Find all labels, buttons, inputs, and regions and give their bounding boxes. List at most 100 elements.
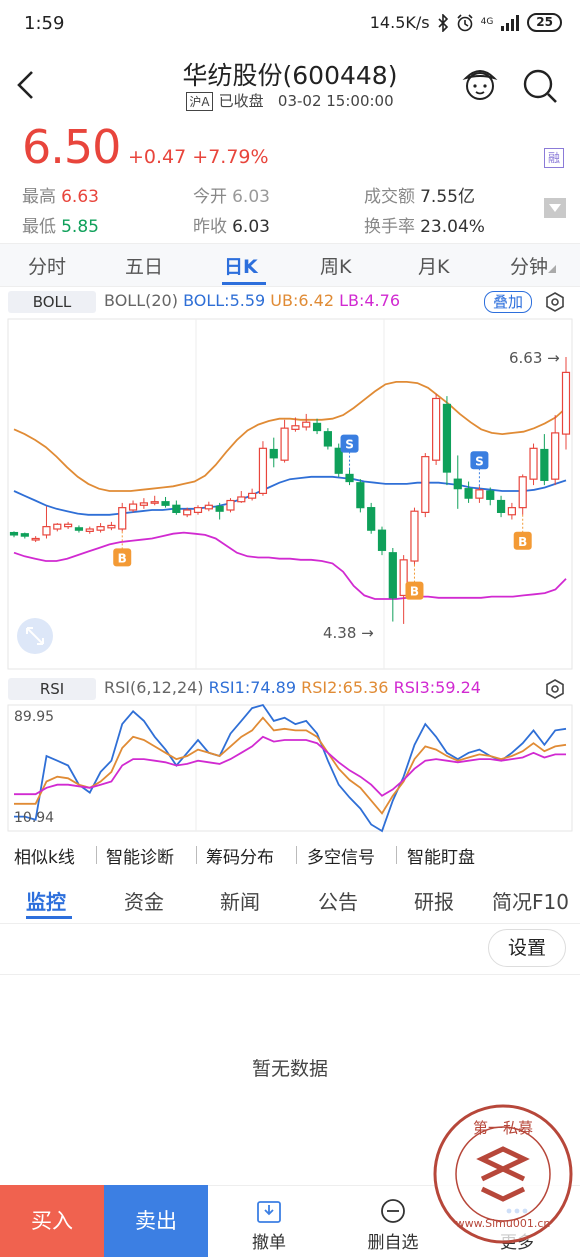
signal-badge <box>470 451 489 470</box>
divider <box>296 846 297 864</box>
similar-kline-link[interactable]: 相似k线 <box>14 848 75 868</box>
tab-intraday[interactable]: 分时 <box>28 256 67 278</box>
stat-turnover-rate: 换手率 23.04% <box>364 217 485 237</box>
signal-label: B <box>410 585 419 599</box>
signal-badge <box>340 434 359 453</box>
long-short-signal-link[interactable]: 多空信号 <box>307 848 375 868</box>
candle-body <box>226 499 235 511</box>
boll-ub-value: UB:6.42 <box>270 291 334 310</box>
signal-label: S <box>475 454 484 468</box>
battery-icon: 25 <box>527 13 562 32</box>
candle-body <box>193 507 203 513</box>
chip-distribution-link[interactable]: 筹码分布 <box>206 848 274 868</box>
rsi-params: RSI(6,12,24) <box>104 678 204 697</box>
candle-body <box>204 504 213 510</box>
back-button[interactable] <box>10 68 44 102</box>
network-type: 4G <box>480 17 494 27</box>
fullscreen-arrows-icon <box>26 627 44 645</box>
candle-body <box>388 552 397 599</box>
market-tag: 沪A <box>186 92 213 111</box>
candle-body <box>172 504 181 513</box>
candle-body <box>551 432 560 480</box>
rsi1-value: RSI1:74.89 <box>208 678 297 697</box>
tab-daily-k[interactable]: 日K <box>224 256 258 278</box>
candle-body <box>107 524 116 529</box>
sell-button[interactable]: 卖出 <box>104 1185 208 1257</box>
boll-line-ub <box>13 381 567 492</box>
candle-body <box>139 502 148 506</box>
rsi2-value: RSI2:65.36 <box>301 678 389 697</box>
active-info-tab-underline <box>26 916 72 919</box>
divider <box>196 846 197 864</box>
stock-title: 华纺股份(600448) <box>182 61 398 90</box>
tab-monthly-k[interactable]: 月K <box>418 256 450 278</box>
buy-button[interactable]: 买入 <box>0 1185 104 1257</box>
rsi-line-rsi1 <box>14 703 567 833</box>
candle-body <box>237 496 246 503</box>
candle-body <box>421 456 430 513</box>
info-tabs: 监控 资金 新闻 公告 研报 简况F10 <box>0 876 580 924</box>
smart-watch-link[interactable]: 智能盯盘 <box>407 848 475 868</box>
expand-stats-button[interactable] <box>544 198 566 218</box>
candle-body <box>20 533 29 537</box>
tab-weekly-k[interactable]: 周K <box>320 256 352 278</box>
candle-body <box>561 371 571 435</box>
tab-announcements[interactable]: 公告 <box>318 890 358 914</box>
candle-body <box>518 476 527 509</box>
cancel-order-button[interactable]: 撤单 <box>224 1198 314 1253</box>
empty-state-text: 暂无数据 <box>251 1058 328 1080</box>
smart-diagnosis-link[interactable]: 智能诊断 <box>106 848 174 868</box>
rsi-line-rsi2 <box>14 716 567 815</box>
divider <box>96 846 97 864</box>
signal-badge <box>513 531 532 550</box>
settings-button[interactable]: 设置 <box>488 929 566 967</box>
boll-settings-icon[interactable] <box>544 291 566 313</box>
stat-high: 最高 6.63 <box>22 187 99 207</box>
remove-watchlist-button[interactable]: 删自选 <box>348 1198 438 1253</box>
avatar-icon[interactable] <box>460 64 500 104</box>
candle-body <box>323 431 332 447</box>
candle-body <box>410 510 419 562</box>
kline-chart[interactable]: B B B S S 6.63 → 4.38 → <box>0 317 580 673</box>
candle-body <box>496 499 506 513</box>
tab-minute[interactable]: 分钟 <box>510 252 557 279</box>
candle-body <box>74 527 84 531</box>
candle-body <box>128 503 138 511</box>
candle-body <box>53 523 62 530</box>
candle-body <box>442 403 452 473</box>
tab-profile-f10[interactable]: 简况F10 <box>492 890 569 914</box>
candle-body <box>507 507 516 516</box>
rsi3-value: RSI3:59.24 <box>393 678 481 697</box>
network-speed: 14.5K/s <box>369 13 430 32</box>
minus-circle-icon <box>381 1199 405 1223</box>
tab-news[interactable]: 新闻 <box>220 890 260 914</box>
tab-research[interactable]: 研报 <box>414 890 454 914</box>
stat-turnover: 成交额 7.55亿 <box>364 187 475 207</box>
candle-body <box>291 425 300 430</box>
boll-selector[interactable]: BOLL <box>8 291 96 313</box>
tab-five-day[interactable]: 五日 <box>125 256 164 278</box>
current-price: 6.50 <box>22 120 121 174</box>
search-button[interactable] <box>520 66 560 106</box>
rsi-chart[interactable]: 89.95 10.94 <box>0 703 580 833</box>
tab-capital[interactable]: 资金 <box>124 890 164 914</box>
candle-body <box>31 537 40 541</box>
bottom-action-bar: 撤单 删自选 更多 <box>208 1185 580 1257</box>
rsi-settings-icon[interactable] <box>544 678 566 700</box>
rsi-frame <box>7 704 573 832</box>
overlay-button[interactable]: 叠加 <box>484 291 533 313</box>
rsi-line-rsi3 <box>14 735 566 797</box>
boll-lb-value: LB:4.76 <box>339 291 400 310</box>
rsi-selector[interactable]: RSI <box>8 678 96 700</box>
boll-indicator-bar: BOLL BOLL(20) BOLL:5.59 UB:6.42 LB:4.76 … <box>0 289 580 317</box>
stat-prev-close: 昨收 6.03 <box>193 217 270 237</box>
price-change: +0.47 +7.79% <box>128 146 269 168</box>
trade-status: 已收盘 <box>218 92 264 110</box>
candle-body <box>345 473 354 483</box>
margin-trading-badge[interactable]: 融 <box>544 148 564 168</box>
candle-body <box>356 482 365 509</box>
candle-body <box>258 447 268 495</box>
tab-monitor[interactable]: 监控 <box>26 890 66 914</box>
candle-body <box>453 478 462 490</box>
boll-line-boll <box>13 475 567 516</box>
